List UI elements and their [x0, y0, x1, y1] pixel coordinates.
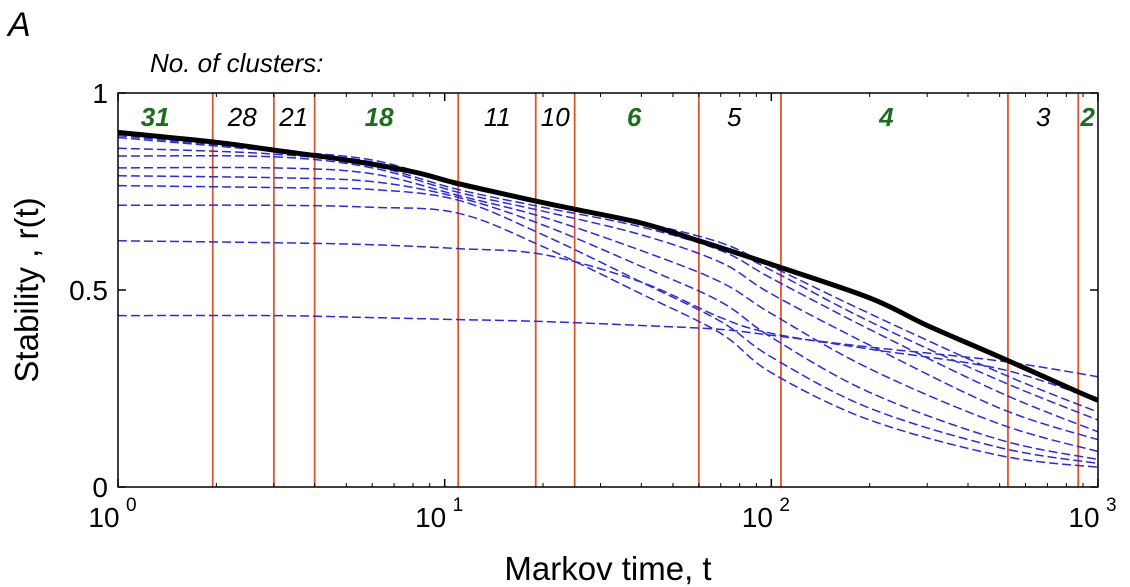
y-tick-label-0: 0	[92, 472, 108, 503]
x-tick-exp-3: 3	[1106, 495, 1117, 516]
dashed-series-line-2	[117, 147, 1099, 433]
cluster-count-label-3: 18	[365, 102, 394, 132]
dashed-series-line-9	[117, 314, 1099, 378]
x-tick-label-3: 10 3	[1068, 495, 1116, 533]
y-tick-label-1: 0.5	[69, 275, 108, 306]
axis-ticks: 10 0 10 1 10 2 10 300.51	[69, 78, 1117, 533]
cluster-count-label-6: 6	[627, 102, 642, 132]
dashed-series-group	[117, 134, 1099, 469]
cluster-count-label-9: 3	[1036, 102, 1051, 132]
x-tick-exp-1: 1	[453, 495, 464, 516]
panel-label: A	[6, 6, 31, 44]
dashed-series-line-7	[117, 204, 1099, 469]
cluster-count-labels: 31 28 21 18 11 10 6 5 4 3 2	[141, 102, 1096, 132]
cluster-count-label-0: 31	[141, 102, 170, 132]
cluster-count-label-1: 28	[227, 102, 257, 132]
plot-frame	[117, 92, 1099, 488]
dashed-series-line-4	[117, 166, 1099, 453]
x-tick-label-1: 10 1	[415, 495, 463, 533]
dashed-series-line-1	[117, 136, 1099, 421]
cluster-count-label-8: 4	[878, 102, 894, 132]
dashed-series-line-0	[117, 134, 1099, 413]
x-tick-base-2: 10	[742, 502, 773, 533]
x-tick-exp-2: 2	[779, 495, 790, 516]
cluster-count-label-2: 21	[278, 102, 308, 132]
cluster-count-label-4: 11	[484, 102, 511, 132]
stability-envelope-line	[117, 129, 1099, 403]
y-axis-label: Stability , r(t)	[8, 197, 45, 382]
x-tick-base-3: 10	[1068, 502, 1099, 533]
clusters-title: No. of clusters:	[150, 48, 323, 78]
x-tick-base-1: 10	[415, 502, 446, 533]
dashed-series-line-3	[117, 155, 1099, 441]
x-tick-label-2: 10 2	[742, 495, 790, 533]
dashed-series-line-6	[117, 184, 1099, 465]
cluster-count-label-5: 10	[541, 102, 570, 132]
x-tick-label-0: 10 0	[88, 495, 136, 533]
transition-lines	[211, 93, 1080, 487]
x-tick-exp-0: 0	[126, 495, 137, 516]
x-axis-label: Markov time, t	[504, 550, 711, 587]
cluster-count-label-7: 5	[727, 102, 742, 132]
y-tick-label-2: 1	[92, 78, 108, 109]
cluster-count-label-10: 2	[1079, 102, 1095, 132]
dashed-series-line-5	[117, 174, 1099, 461]
dashed-series-line-8	[117, 240, 1099, 402]
x-tick-base-0: 10	[88, 502, 119, 533]
